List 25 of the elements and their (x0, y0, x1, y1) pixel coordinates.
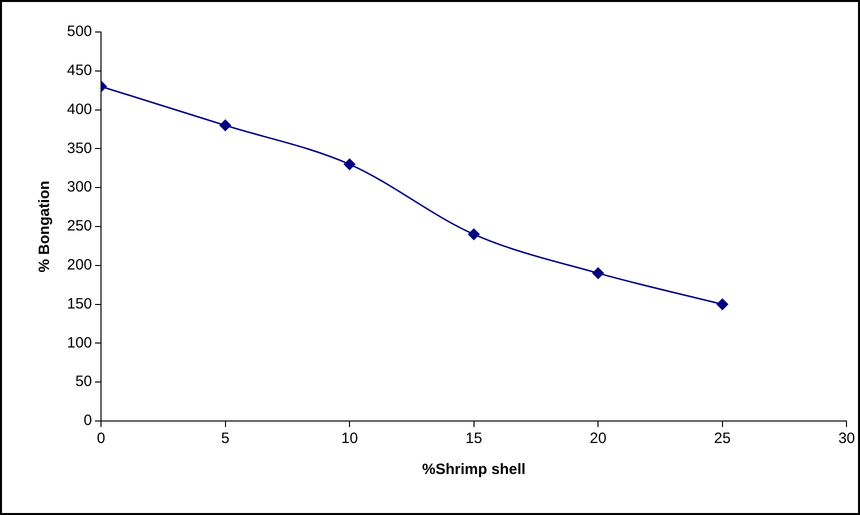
point (220, 120, 232, 132)
y-tick-label: 250 (66, 218, 92, 235)
point (592, 267, 604, 279)
y-tick-label: 100 (66, 334, 92, 352)
y-tick-label: 450 (66, 62, 92, 80)
x-tick-label: 15 (466, 430, 482, 448)
point (716, 298, 728, 310)
y-tick-label: 300 (66, 178, 92, 196)
point (468, 228, 480, 240)
y-tick-label: 350 (66, 140, 92, 157)
y-tick-label: 500 (66, 23, 92, 40)
y-tick-label: 0 (84, 412, 92, 430)
y-tick-label: 150 (66, 295, 92, 312)
x-tick-label: 0 (96, 430, 106, 448)
y-tick-label: 400 (66, 100, 92, 118)
y-tick-label: 200 (66, 256, 92, 274)
x-tick-label: 10 (341, 430, 358, 448)
y-tick-label: 50 (75, 373, 92, 390)
x-tick-label: 30 (838, 430, 855, 448)
x-tick-label: 25 (714, 430, 731, 448)
point (344, 158, 356, 170)
x-tick-label: 5 (221, 430, 230, 448)
x-axis-title: %Shrimp shell (422, 461, 526, 478)
x-tick-label: 20 (590, 430, 606, 448)
y-axis-title: % Bongation (36, 180, 54, 272)
